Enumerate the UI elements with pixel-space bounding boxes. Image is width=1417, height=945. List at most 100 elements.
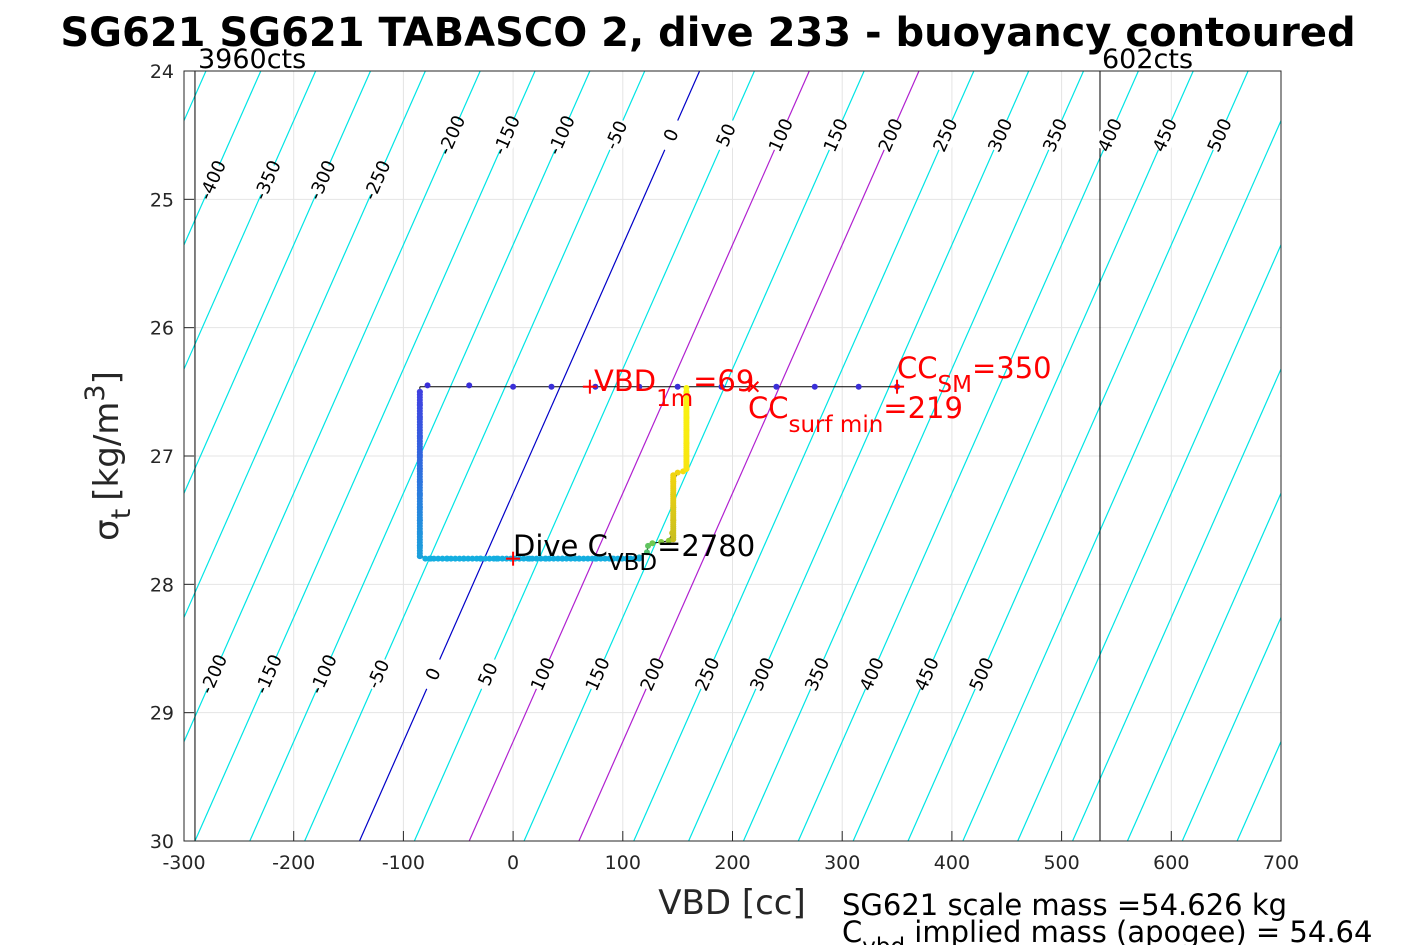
data-point <box>683 388 690 395</box>
contour-label-bg <box>471 655 505 694</box>
y-axis-label-unit: [kg/m <box>87 402 127 501</box>
contour-label-bg <box>764 116 798 155</box>
annotation-cc-surf-min: CCsurf min=219 <box>748 391 963 438</box>
contour-label-bg <box>250 161 284 200</box>
data-point <box>426 555 433 562</box>
axis-ticks: -300 -200 -100 0 100 200 300 400 500 600 700 24 25 26… <box>150 61 1299 874</box>
x-axis-label: VBD [cc] <box>658 883 806 923</box>
data-point <box>443 555 450 562</box>
contour-label-bg <box>545 116 579 155</box>
data-point <box>643 549 650 556</box>
contour-line <box>1017 243 1281 841</box>
data-point <box>548 383 555 390</box>
data-point <box>533 555 540 562</box>
contour-label-bg <box>965 655 999 694</box>
chart-title: SG621 SG621 TABASCO 2, dive 233 - buoyan… <box>60 10 1355 56</box>
contour-label-bg <box>1203 116 1237 155</box>
contour-label-bg <box>709 116 743 155</box>
contour-label-bg <box>855 655 889 694</box>
limit-label-left: 3960cts <box>198 44 306 75</box>
y-tick-label: 30 <box>150 831 174 853</box>
data-point <box>473 555 480 562</box>
y-tick-label: 28 <box>150 574 174 596</box>
contour-label-bg <box>435 116 469 155</box>
vbd-limit-lines <box>194 71 1101 841</box>
data-point <box>627 555 634 562</box>
data-point <box>452 555 459 562</box>
data-point <box>658 538 665 545</box>
data-point <box>550 555 557 562</box>
data-point <box>606 555 613 562</box>
contour-line <box>184 71 262 247</box>
annotation-cc-sm: CCSM=350 <box>897 351 1052 398</box>
data-point <box>576 555 583 562</box>
data-point <box>477 555 484 562</box>
data-point <box>614 555 621 562</box>
contour-label-bg <box>654 116 688 155</box>
data-point <box>855 383 862 390</box>
contour-line <box>0 71 41 841</box>
contour-line <box>358 71 701 841</box>
data-point <box>674 383 681 390</box>
contour-label-bg <box>599 116 633 155</box>
contour-line <box>413 71 755 841</box>
data-point <box>499 555 506 562</box>
data-point <box>554 555 561 562</box>
contour-line <box>1402 71 1417 841</box>
y-axis-label-sigma: σ <box>87 519 127 541</box>
annotation-cc-sm-value: =350 <box>972 351 1052 385</box>
annotation-cc-sm-main: CC <box>897 351 938 385</box>
data-point <box>636 383 643 390</box>
y-axis-label-sub: t <box>106 509 137 520</box>
y-tick-label: 26 <box>150 318 174 340</box>
contour-line <box>184 71 372 495</box>
y-tick-label: 25 <box>150 189 174 211</box>
data-point <box>448 555 455 562</box>
y-axis-label-close: ] <box>87 371 127 384</box>
data-point <box>670 472 677 479</box>
x-tick-label: 400 <box>934 852 970 874</box>
annotation-dive-value: =2780 <box>657 529 755 563</box>
data-point <box>559 555 566 562</box>
x-tick-label: 600 <box>1153 852 1189 874</box>
annotation-cc-surf-value: =219 <box>883 391 963 425</box>
contour-line <box>523 71 865 841</box>
contour-line <box>1072 367 1281 841</box>
data-point <box>589 555 596 562</box>
contour-line <box>184 71 426 619</box>
annotation-dive-sub: VBD <box>608 550 657 576</box>
data-point <box>773 383 780 390</box>
contour-label-bg <box>526 655 560 694</box>
y-tick-label: 24 <box>150 61 174 83</box>
data-point <box>623 555 630 562</box>
contour-line <box>578 71 920 841</box>
contour-line <box>688 71 1030 841</box>
data-point <box>593 555 600 562</box>
footer-implied-mass: Cvbd implied mass (apogee) = 54.64 <box>842 915 1372 945</box>
x-tick-label: 0 <box>507 852 519 874</box>
contour-line <box>1181 615 1281 841</box>
data-point <box>422 555 429 562</box>
contour-label-bg <box>690 655 724 694</box>
data-point <box>430 555 437 562</box>
data-point <box>482 555 489 562</box>
contour-label-bg <box>983 116 1017 155</box>
contour-label-bg <box>1148 116 1182 155</box>
x-tick-label: 200 <box>714 852 750 874</box>
contour-label-bg <box>252 655 286 694</box>
contour-line <box>1292 71 1417 841</box>
contour-label-bg <box>196 161 230 200</box>
data-point <box>674 469 681 476</box>
contour-line <box>1347 71 1417 841</box>
data-point <box>636 555 643 562</box>
data-point <box>645 542 652 549</box>
data-point <box>718 383 725 390</box>
contour-line <box>852 71 1194 841</box>
data-point <box>542 555 549 562</box>
contour-line <box>633 71 975 841</box>
data-point <box>465 555 472 562</box>
data-point <box>469 555 476 562</box>
contour-label-bg <box>928 116 963 155</box>
contour-label-bg <box>361 655 395 694</box>
data-point <box>490 555 497 562</box>
